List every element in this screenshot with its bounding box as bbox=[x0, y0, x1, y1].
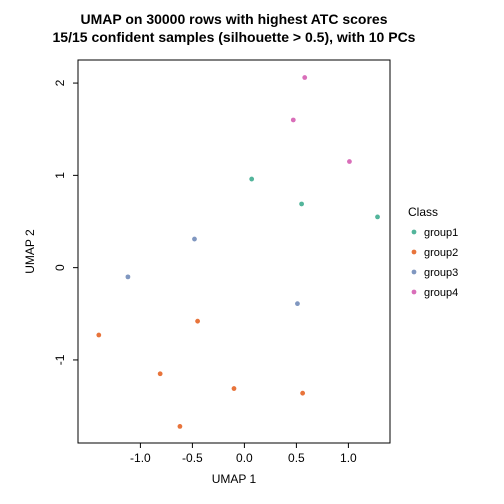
x-tick-label: 1.0 bbox=[340, 451, 357, 465]
data-point bbox=[192, 237, 197, 242]
data-point bbox=[302, 75, 307, 80]
data-point bbox=[158, 371, 163, 376]
legend-swatch bbox=[412, 230, 417, 235]
y-tick-label: 2 bbox=[53, 79, 67, 86]
y-tick-label: -1 bbox=[53, 354, 67, 365]
legend-label: group3 bbox=[424, 267, 458, 279]
legend-swatch bbox=[412, 290, 417, 295]
data-point bbox=[375, 214, 380, 219]
legend-label: group2 bbox=[424, 247, 458, 259]
chart-title-line2: 15/15 confident samples (silhouette > 0.… bbox=[53, 29, 416, 45]
x-tick-label: 0.0 bbox=[236, 451, 253, 465]
legend-title: Class bbox=[408, 205, 438, 219]
legend-swatch bbox=[412, 270, 417, 275]
y-axis-label: UMAP 2 bbox=[23, 229, 37, 274]
data-point bbox=[232, 386, 237, 391]
data-point bbox=[347, 159, 352, 164]
data-point bbox=[178, 424, 183, 429]
x-tick-label: -1.0 bbox=[130, 451, 151, 465]
y-tick-label: 0 bbox=[53, 264, 67, 271]
legend-swatch bbox=[412, 250, 417, 255]
data-point bbox=[300, 391, 305, 396]
data-point bbox=[96, 333, 101, 338]
x-axis-label: UMAP 1 bbox=[212, 472, 257, 486]
data-point bbox=[195, 319, 200, 324]
x-tick-label: 0.5 bbox=[288, 451, 305, 465]
data-point bbox=[291, 118, 296, 123]
chart-title-line1: UMAP on 30000 rows with highest ATC scor… bbox=[80, 11, 387, 27]
legend-label: group1 bbox=[424, 227, 458, 239]
chart-container: { "chart": { "type": "scatter", "width":… bbox=[0, 0, 504, 504]
y-tick-label: 1 bbox=[53, 172, 67, 179]
data-point bbox=[126, 274, 131, 279]
x-tick-label: -0.5 bbox=[182, 451, 203, 465]
legend-label: group4 bbox=[424, 287, 458, 299]
data-point bbox=[299, 202, 304, 207]
data-point bbox=[249, 177, 254, 182]
data-point bbox=[295, 301, 300, 306]
scatter-plot: UMAP on 30000 rows with highest ATC scor… bbox=[0, 0, 504, 504]
